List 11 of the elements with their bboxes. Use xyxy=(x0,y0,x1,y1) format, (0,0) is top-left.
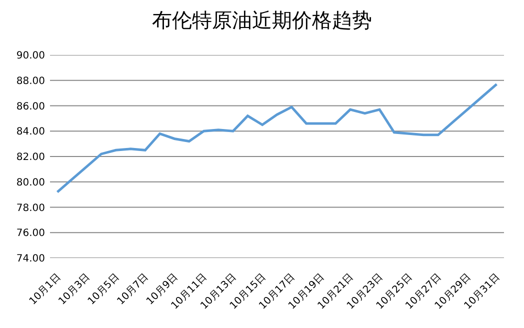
y-tick-label: 88.00 xyxy=(16,76,45,87)
line-series xyxy=(56,82,498,194)
y-tick-label: 86.00 xyxy=(16,101,45,112)
y-tick-label: 80.00 xyxy=(16,177,45,188)
y-tick-label: 78.00 xyxy=(16,202,45,214)
y-tick-label: 74.00 xyxy=(16,254,45,264)
y-tick-label: 84.00 xyxy=(16,126,45,138)
y-tick-label: 76.00 xyxy=(16,228,45,240)
y-tick-label: 90.00 xyxy=(16,50,45,62)
chart-title: 布伦特原油近期价格趋势 xyxy=(152,8,372,32)
y-tick-label: 82.00 xyxy=(16,152,45,163)
